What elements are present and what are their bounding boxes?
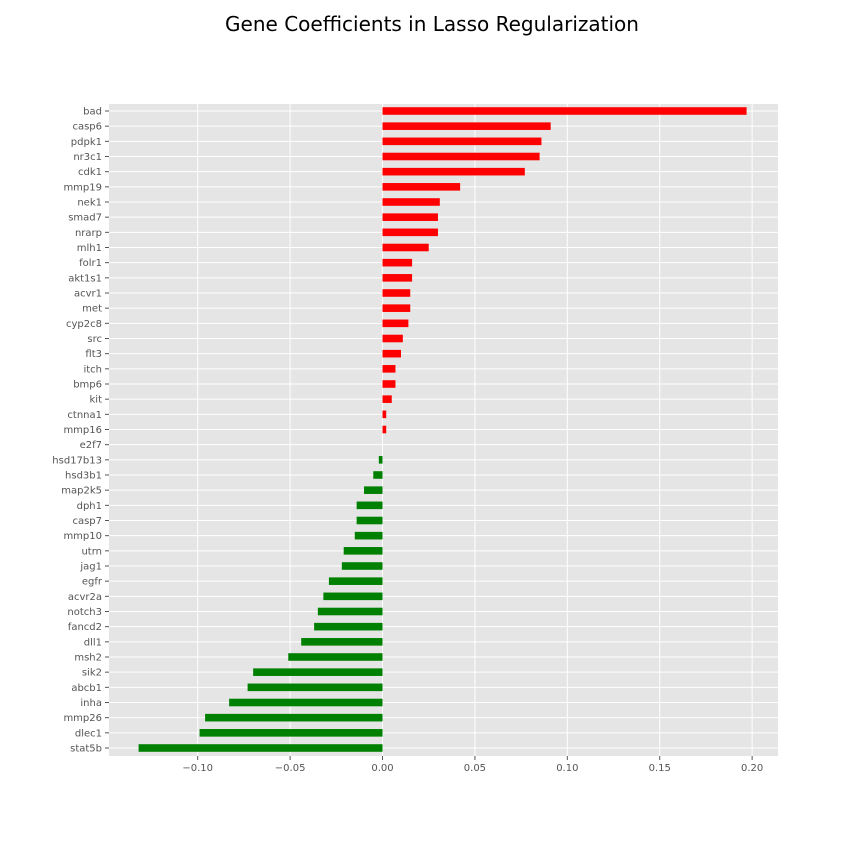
y-tick-label-src: src (87, 334, 102, 345)
bar-stat5b (138, 744, 383, 752)
bar-akt1s1 (382, 274, 413, 282)
bar-casp7 (356, 516, 383, 525)
y-tick-label-kit: kit (90, 395, 103, 406)
y-tick-label-stat5b: stat5b (70, 744, 102, 755)
y-tick-label-bmp6: bmp6 (73, 380, 102, 391)
y-tick-label-cyp2c8: cyp2c8 (66, 319, 102, 330)
y-tick-label-pdpk1: pdpk1 (71, 137, 102, 148)
bar-inha (229, 698, 383, 707)
y-tick-label-jag1: jag1 (79, 562, 102, 573)
bar-itch (382, 365, 396, 373)
bar-mmp16 (382, 425, 387, 434)
y-tick-label-casp6: casp6 (72, 122, 102, 133)
y-tick-label-fancd2: fancd2 (68, 622, 102, 633)
x-tick-label-3: 0.05 (464, 763, 486, 774)
y-tick-label-e2f7: e2f7 (80, 440, 102, 451)
y-tick-label-egfr: egfr (82, 577, 103, 588)
y-tick-label-folr1: folr1 (79, 258, 102, 269)
y-tick-label-notch3: notch3 (67, 607, 102, 618)
y-tick-label-mmp10: mmp10 (63, 531, 102, 542)
bar-src (382, 334, 403, 343)
y-tick-label-smad7: smad7 (68, 213, 102, 224)
y-tick-label-cdk1: cdk1 (78, 167, 102, 178)
bar-casp6 (382, 122, 551, 130)
y-tick-label-abcb1: abcb1 (71, 683, 102, 694)
bar-flt3 (382, 349, 401, 358)
y-tick-label-msh2: msh2 (74, 653, 102, 664)
chart-title: Gene Coefficients in Lasso Regularizatio… (225, 12, 639, 36)
bar-dph1 (356, 501, 383, 510)
x-tick-label-5: 0.15 (649, 763, 671, 774)
y-tick-label-itch: itch (83, 364, 102, 375)
bar-mmp26 (205, 713, 383, 722)
bar-jag1 (341, 562, 383, 570)
y-tick-label-acvr1: acvr1 (74, 289, 102, 300)
x-tick-label-1: −0.05 (275, 763, 306, 774)
bar-nrarp (382, 228, 438, 237)
bar-kit (382, 395, 392, 403)
y-tick-label-flt3: flt3 (85, 349, 102, 360)
y-tick-label-hsd3b1: hsd3b1 (65, 471, 102, 482)
y-tick-label-akt1s1: akt1s1 (68, 273, 102, 284)
bar-egfr (328, 577, 383, 585)
bar-fancd2 (314, 622, 383, 631)
y-tick-label-nek1: nek1 (77, 198, 102, 209)
bars (138, 107, 747, 752)
y-tick-label-mmp26: mmp26 (63, 713, 102, 724)
bar-mmp19 (382, 183, 461, 191)
bar-map2k5 (364, 486, 383, 494)
x-tick-labels: −0.10 −0.05 0.00 0.05 0.10 0.15 0.20 (182, 756, 763, 774)
y-tick-label-sik2: sik2 (82, 668, 102, 679)
bar-dll1 (301, 638, 383, 646)
bar-bmp6 (382, 380, 396, 388)
y-tick-label-dph1: dph1 (77, 501, 102, 512)
bar-utrn (343, 547, 383, 555)
bar-acvr1 (382, 289, 411, 297)
bar-cdk1 (382, 167, 525, 176)
y-tick-label-inha: inha (80, 698, 102, 709)
bar-abcb1 (247, 683, 383, 692)
bar-nr3c1 (382, 152, 540, 161)
bar-acvr2a (323, 592, 383, 601)
x-tick-label-4: 0.10 (556, 763, 578, 774)
bar-smad7 (382, 213, 438, 221)
bar-ctnna1 (382, 410, 387, 419)
bar-cyp2c8 (382, 319, 409, 328)
y-tick-label-mmp19: mmp19 (63, 182, 102, 193)
y-tick-label-bad: bad (83, 107, 102, 118)
bar-met (382, 304, 411, 312)
y-tick-label-ctnna1: ctnna1 (67, 410, 102, 421)
y-tick-label-dll1: dll1 (84, 637, 102, 648)
x-tick-label-0: −0.10 (182, 763, 213, 774)
bar-notch3 (317, 607, 383, 616)
y-tick-label-utrn: utrn (81, 546, 102, 557)
bar-dlec1 (199, 729, 383, 737)
bar-hsd17b13 (378, 456, 383, 464)
y-tick-labels: bad casp6 pdpk1 nr3c1 cdk1 mmp19 nek1 smad7 nrar… (52, 107, 109, 755)
bar-pdpk1 (382, 137, 542, 146)
y-tick-label-met: met (82, 304, 102, 315)
y-tick-label-nrarp: nrarp (75, 228, 102, 239)
y-tick-label-hsd17b13: hsd17b13 (52, 455, 102, 466)
y-tick-label-mmp16: mmp16 (63, 425, 102, 436)
bar-sik2 (253, 668, 383, 676)
y-tick-label-dlec1: dlec1 (75, 728, 102, 739)
y-tick-label-casp7: casp7 (72, 516, 102, 527)
bar-nek1 (382, 198, 440, 206)
bar-mlh1 (382, 243, 429, 252)
x-tick-label-6: 0.20 (741, 763, 763, 774)
bar-folr1 (382, 258, 413, 267)
y-tick-label-mlh1: mlh1 (77, 243, 102, 254)
bar-hsd3b1 (373, 471, 383, 479)
y-tick-label-acvr2a: acvr2a (68, 592, 102, 603)
x-tick-label-2: 0.00 (371, 763, 393, 774)
bar-msh2 (288, 653, 383, 661)
bar-bad (382, 107, 747, 115)
bar-mmp10 (354, 531, 383, 540)
y-tick-label-map2k5: map2k5 (61, 486, 102, 497)
y-tick-label-nr3c1: nr3c1 (73, 152, 102, 163)
